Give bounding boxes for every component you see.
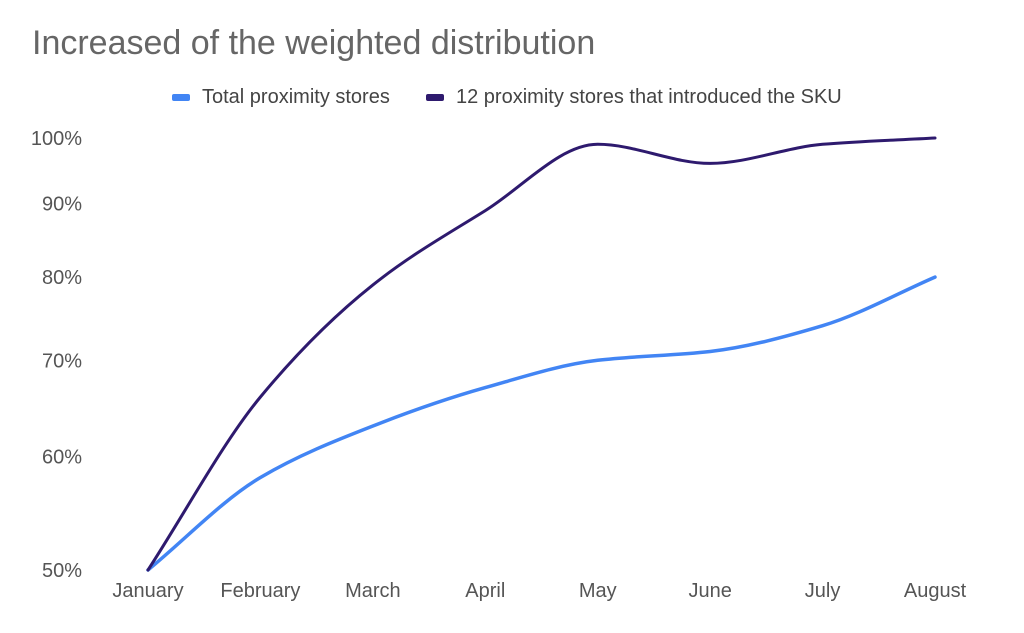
- chart-title: Increased of the weighted distribution: [32, 24, 596, 62]
- x-tick-label: April: [465, 580, 505, 602]
- y-tick-label: 90%: [42, 194, 82, 216]
- series-line-0: [146, 275, 937, 572]
- legend-label-total: Total proximity stores: [202, 85, 390, 108]
- x-tick-label: March: [345, 580, 401, 602]
- y-tick-label: 50%: [42, 560, 82, 582]
- x-tick-label: July: [805, 580, 841, 602]
- y-tick-label: 70%: [42, 350, 82, 372]
- x-tick-label: May: [579, 580, 617, 602]
- x-tick-label: August: [904, 580, 967, 602]
- x-tick-label: February: [220, 580, 300, 602]
- y-tick-label: 80%: [42, 267, 82, 289]
- legend-item-12-proximity-stores[interactable]: 12 proximity stores that introduced the …: [426, 84, 842, 110]
- x-tick-label: June: [688, 580, 731, 602]
- x-tick-label: January: [112, 580, 183, 602]
- y-tick-label: 60%: [42, 446, 82, 468]
- legend-swatch-12-stores: [426, 93, 444, 101]
- series-line-1: [146, 136, 937, 572]
- legend-swatch-total: [172, 93, 190, 101]
- legend-label-12-stores: 12 proximity stores that introduced the …: [456, 85, 842, 108]
- chart-legend: Total proximity stores 12 proximity stor…: [0, 84, 1024, 110]
- legend-item-total-proximity-stores[interactable]: Total proximity stores: [172, 84, 390, 110]
- y-tick-label: 100%: [31, 128, 82, 150]
